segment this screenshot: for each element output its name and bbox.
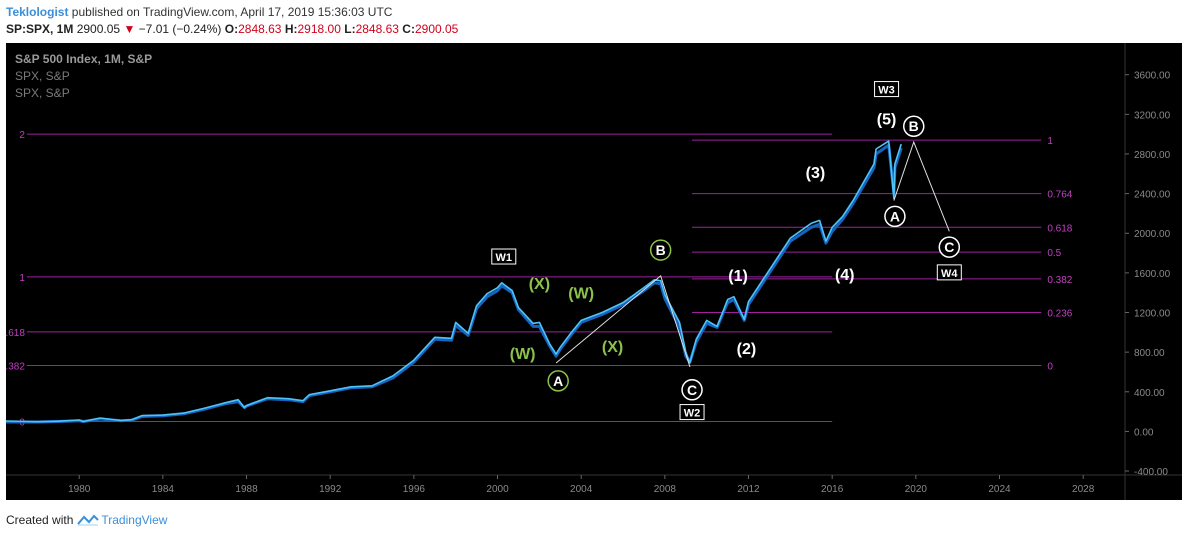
chart-background: [6, 43, 1182, 500]
fib-label-right: 0.764: [1047, 190, 1072, 201]
wave-label-text: (X): [529, 276, 550, 293]
created-with-text: Created with: [6, 513, 74, 527]
wave-label-circle-text: B: [656, 242, 666, 258]
y-tick-label: 0.00: [1134, 427, 1154, 438]
price-change: −7.01 (−0.24%): [138, 22, 222, 36]
wave-label-box-text: W4: [941, 268, 958, 280]
legend-line-3: SPX, S&P: [15, 86, 70, 100]
x-tick-label: 1984: [152, 484, 175, 495]
x-tick-label: 1988: [235, 484, 258, 495]
wave-path: [555, 274, 691, 368]
wave-label-box-text: W2: [684, 408, 701, 420]
price-axis[interactable]: 3600.00 3200.00 2800.00 2400.00 2000.00 1600.…: [1125, 71, 1171, 478]
open-value: 2848.63: [238, 22, 282, 36]
y-tick-label: 1200.00: [1134, 309, 1171, 320]
wave-label-circle-text: C: [687, 382, 697, 398]
y-tick-label: 2800.00: [1134, 150, 1171, 161]
fib-label-left: 0.382: [6, 362, 25, 373]
wave-label-box-text: W1: [496, 252, 513, 264]
x-tick-label: 2016: [821, 484, 844, 495]
x-tick-label: 2028: [1072, 484, 1095, 495]
wave-label-circle-text: A: [890, 208, 900, 224]
symbol-info: SP:SPX, 1M 2900.05 ▼ −7.01 (−0.24%) O:28…: [6, 22, 458, 36]
x-tick-label: 1980: [68, 484, 91, 495]
last-price: 2900.05: [76, 22, 121, 36]
wave-label-text: (3): [806, 165, 826, 182]
wave-label-text: (1): [728, 268, 748, 285]
author-link[interactable]: Teklologist: [6, 5, 69, 19]
wave-label-circle-text: B: [909, 118, 919, 134]
wave-label-circle: [902, 115, 925, 137]
wave-label-text: (W): [510, 346, 536, 363]
series-layer: [6, 140, 903, 424]
price-series-shadow: [6, 143, 903, 424]
wave-label-box: [491, 248, 517, 265]
price-series-line: [6, 140, 902, 423]
y-tick-label: -400.00: [1134, 467, 1168, 478]
wave-label-box-text: W3: [878, 85, 895, 97]
y-tick-label: 3600.00: [1134, 71, 1171, 82]
time-axis[interactable]: 1980 1984 1988 1992 1996 2000 2004 2008 2012 2016…: [68, 475, 1095, 495]
wave-label-box: [936, 264, 962, 281]
x-tick-label: 2024: [988, 484, 1011, 495]
projection-path: [893, 140, 950, 232]
fib-label-left: 0.618: [6, 328, 25, 339]
wave-label-circle-text: C: [944, 239, 954, 255]
y-tick-label: 1600.00: [1134, 269, 1171, 280]
published-text: published on TradingView.com, April 17, …: [71, 5, 393, 19]
fib-label-left: 1: [19, 273, 25, 284]
x-tick-label: 1996: [403, 484, 426, 495]
x-tick-label: 1992: [319, 484, 342, 495]
y-tick-label: 2400.00: [1134, 190, 1171, 201]
y-tick-label: 800.00: [1134, 348, 1165, 359]
x-tick-label: 2000: [486, 484, 509, 495]
x-tick-label: 2004: [570, 484, 593, 495]
wave-label-circle: [938, 236, 961, 258]
wave-label-circle: [884, 205, 906, 228]
legend-title: S&P 500 Index, 1M, S&P: [15, 52, 152, 66]
publish-info: Teklologist published on TradingView.com…: [6, 5, 392, 19]
high-label: H:: [284, 22, 298, 36]
y-tick-label: 3200.00: [1134, 110, 1171, 121]
fib-label-right: 0: [1047, 362, 1053, 373]
fib-label-right: 0.618: [1047, 223, 1072, 234]
high-value: 2918.00: [297, 22, 341, 36]
wave-label-circle: [681, 379, 703, 401]
label-layer: W1 (X) (W) (W) (X) A B C W2 (1) (2) (3) (4) W3 (5) B A C W…: [491, 81, 962, 421]
fib-label-right: 1: [1047, 136, 1053, 147]
low-value: 2848.63: [355, 22, 399, 36]
wave-label-circle-text: A: [553, 373, 563, 389]
wave-label-box: [874, 81, 900, 98]
open-label: O:: [224, 22, 239, 36]
wave-label-text: (4): [835, 267, 855, 284]
wave-label-circle: [649, 239, 672, 261]
x-tick-label: 2012: [737, 484, 760, 495]
wave-label-box: [679, 404, 705, 421]
wave-label-text: (W): [568, 286, 594, 303]
wave-label-text: (5): [877, 111, 897, 128]
low-label: L:: [344, 22, 356, 36]
tradingview-link[interactable]: TradingView: [101, 513, 168, 527]
fib-label-right: 0.236: [1047, 309, 1072, 320]
close-value: 2900.05: [414, 22, 459, 36]
wave-label-circle: [547, 370, 569, 392]
x-tick-label: 2020: [905, 484, 928, 495]
x-tick-label: 2008: [654, 484, 677, 495]
fib-label-right: 0.382: [1047, 275, 1072, 286]
fib-label-right: 0.5: [1047, 248, 1061, 259]
wave-layer: [555, 140, 950, 368]
down-arrow-icon: ▼: [123, 22, 136, 36]
close-label: C:: [402, 22, 415, 36]
y-tick-label: 400.00: [1134, 388, 1165, 399]
wave-label-text: (2): [737, 341, 757, 358]
fib-label-left: 2: [19, 130, 25, 141]
legend-line-2: SPX, S&P: [15, 69, 70, 83]
y-tick-label: 2000.00: [1134, 229, 1171, 240]
wave-label-text: (X): [602, 339, 623, 356]
footer: Created with TradingView: [6, 513, 167, 527]
tradingview-logo-icon: [77, 514, 100, 526]
symbol-name: SP:SPX, 1M: [6, 22, 74, 36]
